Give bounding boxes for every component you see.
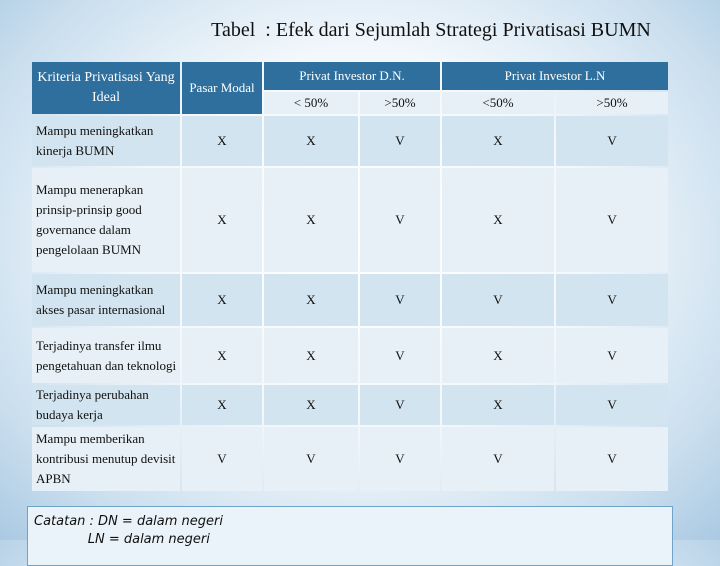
table-row: Terjadinya perubahan budaya kerja X X V … xyxy=(32,385,669,425)
cell-value: X xyxy=(182,274,262,326)
subheader-dn-gt50: >50% xyxy=(360,92,440,114)
cell-value: X xyxy=(442,328,554,383)
footnote-line-dn: Catatan : DN = dalam negeri xyxy=(34,514,223,529)
header-investor-ln: Privat Investor L.N xyxy=(442,62,669,90)
cell-value: V xyxy=(556,274,669,326)
cell-value: X xyxy=(182,385,262,425)
cell-value: X xyxy=(264,116,358,166)
subheader-ln-lt50: <50% xyxy=(442,92,554,114)
row-label: Terjadinya transfer ilmu pengetahuan dan… xyxy=(32,328,180,383)
header-kriteria: Kriteria Privatisasi Yang Ideal xyxy=(32,62,180,114)
cell-value: X xyxy=(442,385,554,425)
page-title: Tabel : Efek dari Sejumlah Strategi Priv… xyxy=(211,19,651,41)
footnote-box: Catatan : DN = dalam negeri LN = dalam n… xyxy=(27,506,673,566)
header-pasar-modal: Pasar Modal xyxy=(182,62,262,114)
table-row: Mampu menerapkan prinsip-prinsip good go… xyxy=(32,168,669,272)
cell-value: V xyxy=(556,116,669,166)
cell-value: V xyxy=(360,328,440,383)
cell-value: X xyxy=(264,385,358,425)
cell-value: X xyxy=(442,168,554,272)
cell-value: V xyxy=(556,427,669,491)
subheader-ln-gt50: >50% xyxy=(556,92,669,114)
row-label: Mampu memberikan kontribusi menutup devi… xyxy=(32,427,180,491)
cell-value: V xyxy=(556,385,669,425)
row-label: Terjadinya perubahan budaya kerja xyxy=(32,385,180,425)
cell-value: V xyxy=(182,427,262,491)
cell-value: V xyxy=(556,328,669,383)
cell-value: V xyxy=(556,168,669,272)
cell-value: V xyxy=(264,427,358,491)
subheader-dn-lt50: < 50% xyxy=(264,92,358,114)
cell-value: V xyxy=(360,427,440,491)
row-label: Mampu meningkatkan akses pasar internasi… xyxy=(32,274,180,326)
table-row: Terjadinya transfer ilmu pengetahuan dan… xyxy=(32,328,669,383)
cell-value: V xyxy=(360,385,440,425)
cell-value: X xyxy=(442,116,554,166)
table-row: Mampu meningkatkan akses pasar internasi… xyxy=(32,274,669,326)
cell-value: X xyxy=(264,328,358,383)
cell-value: X xyxy=(182,116,262,166)
cell-value: V xyxy=(442,274,554,326)
cell-value: V xyxy=(442,427,554,491)
header-row: Kriteria Privatisasi Yang Ideal Pasar Mo… xyxy=(32,62,669,114)
cell-value: V xyxy=(360,168,440,272)
cell-value: X xyxy=(264,168,358,272)
subheader-row: < 50% >50% <50% >50% xyxy=(32,92,669,114)
header-investor-dn: Privat Investor D.N. xyxy=(264,62,440,90)
table-row: Mampu memberikan kontribusi menutup devi… xyxy=(32,427,669,491)
cell-value: X xyxy=(182,168,262,272)
cell-value: X xyxy=(182,328,262,383)
cell-value: V xyxy=(360,116,440,166)
cell-value: X xyxy=(264,274,358,326)
row-label: Mampu menerapkan prinsip-prinsip good go… xyxy=(32,168,180,272)
strategy-table: Kriteria Privatisasi Yang Ideal Pasar Mo… xyxy=(30,60,670,493)
table-row: Mampu meningkatkan kinerja BUMN X X V X … xyxy=(32,116,669,166)
cell-value: V xyxy=(360,274,440,326)
row-label: Mampu meningkatkan kinerja BUMN xyxy=(32,116,180,166)
